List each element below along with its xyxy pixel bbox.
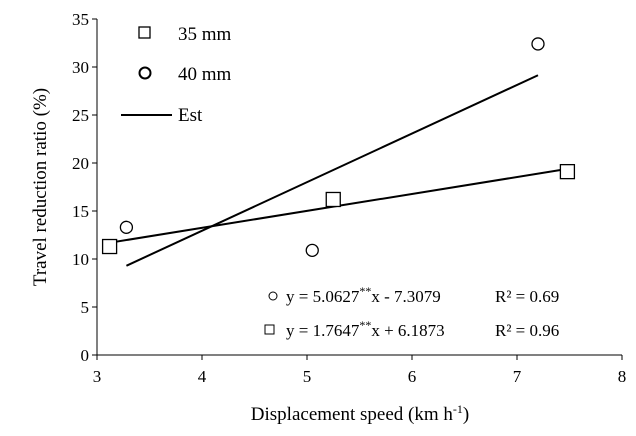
y-tick-label: 15 (72, 202, 89, 221)
data-points (101, 37, 576, 258)
equation-40mm: y = 5.0627**x - 7.3079 R² = 0.69 (268, 284, 559, 306)
tick-labels: 3 4 5 6 7 8 0 5 10 15 20 25 30 35 (72, 10, 626, 386)
legend-marker-35mm (138, 26, 151, 39)
fit-line-40mm (125, 74, 539, 267)
data-point-35mm (559, 163, 576, 180)
equation-marker-square (264, 324, 275, 335)
y-tick-label: 35 (72, 10, 89, 29)
data-point-40mm (119, 220, 134, 234)
data-point-35mm (325, 191, 341, 208)
legend-marker-40mm (138, 66, 152, 80)
legend: 35 mm 40 mm Est (121, 24, 232, 126)
legend-label-35mm: 35 mm (178, 24, 232, 45)
y-tick-label: 20 (72, 154, 89, 173)
r2-text-40mm: R² = 0.69 (495, 287, 559, 306)
x-tick-label: 4 (198, 367, 207, 386)
r2-text-35mm: R² = 0.96 (495, 321, 559, 340)
y-axis-label: Travel reduction ratio (%) (30, 88, 51, 286)
axes (92, 18, 623, 360)
legend-label-est: Est (178, 105, 203, 126)
equation-text-40mm: y = 5.0627**x - 7.3079 (286, 284, 441, 306)
data-point-40mm (531, 37, 545, 51)
x-tick-label: 6 (408, 367, 417, 386)
equation-text-35mm: y = 1.7647**x + 6.1873 (286, 318, 445, 340)
y-tick-label: 30 (72, 58, 89, 77)
y-tick-label: 5 (81, 298, 90, 317)
x-tick-label: 5 (303, 367, 312, 386)
x-axis-label: Displacement speed (km h-1) (251, 402, 469, 425)
data-point-35mm (101, 238, 118, 255)
x-tick-label: 8 (618, 367, 627, 386)
y-tick-label: 0 (81, 346, 90, 365)
data-point-40mm (305, 243, 319, 258)
fit-lines (102, 74, 568, 267)
x-tick-label: 3 (93, 367, 102, 386)
y-tick-label: 10 (72, 250, 89, 269)
y-tick-label: 25 (72, 106, 89, 125)
equation-35mm: y = 1.7647**x + 6.1873 R² = 0.96 (264, 318, 559, 340)
legend-label-40mm: 40 mm (178, 64, 232, 85)
x-tick-label: 7 (513, 367, 522, 386)
equation-marker-circle (268, 291, 278, 301)
